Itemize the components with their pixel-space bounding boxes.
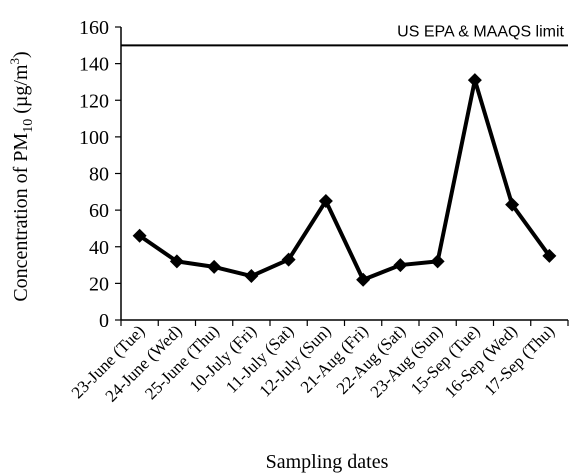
y-axis-ticks: 0 20 40 60 80 100 120 140 160 — [79, 17, 121, 332]
data-point-marker — [356, 272, 371, 287]
data-point-marker — [467, 73, 482, 88]
series-line — [138, 78, 551, 282]
series-layer — [132, 73, 557, 287]
data-point-marker — [505, 197, 520, 212]
y-tick-label: 20 — [89, 273, 109, 295]
data-point-marker — [430, 254, 445, 269]
y-tick-label: 80 — [89, 164, 109, 186]
y-tick-label: 40 — [89, 237, 109, 259]
data-point-marker — [244, 269, 259, 284]
data-point-marker — [132, 228, 147, 243]
y-axis-title-unit-close: ) — [10, 51, 32, 58]
y-tick-label: 100 — [79, 127, 109, 149]
y-tick-label: 60 — [89, 200, 109, 222]
data-point-marker — [393, 258, 408, 273]
data-point-marker — [318, 193, 333, 208]
y-axis-title-subscript: 10 — [21, 119, 36, 133]
axes — [120, 27, 568, 321]
y-axis-title: Concentration of PM10 (µg/m3) — [7, 51, 36, 301]
y-tick-label: 0 — [99, 310, 109, 332]
y-axis-title-unit-open: (µg/m — [10, 64, 32, 119]
y-tick-label: 120 — [79, 90, 109, 112]
data-point-marker — [542, 248, 557, 263]
data-point-marker — [281, 252, 296, 267]
y-tick-label: 140 — [79, 54, 109, 76]
x-axis-ticks: 23-June (Tue)24-June (Wed)25-June (Thu)1… — [68, 320, 569, 406]
y-axis-title-prefix: Concentration of PM — [10, 133, 32, 302]
y-axis-title-superscript: 3 — [7, 58, 22, 65]
x-axis-title: Sampling dates — [266, 451, 389, 473]
limit-reference-label: US EPA & MAAQS limit — [397, 23, 564, 40]
data-point-marker — [169, 254, 184, 269]
data-point-marker — [207, 259, 222, 274]
y-tick-label: 160 — [79, 17, 109, 39]
